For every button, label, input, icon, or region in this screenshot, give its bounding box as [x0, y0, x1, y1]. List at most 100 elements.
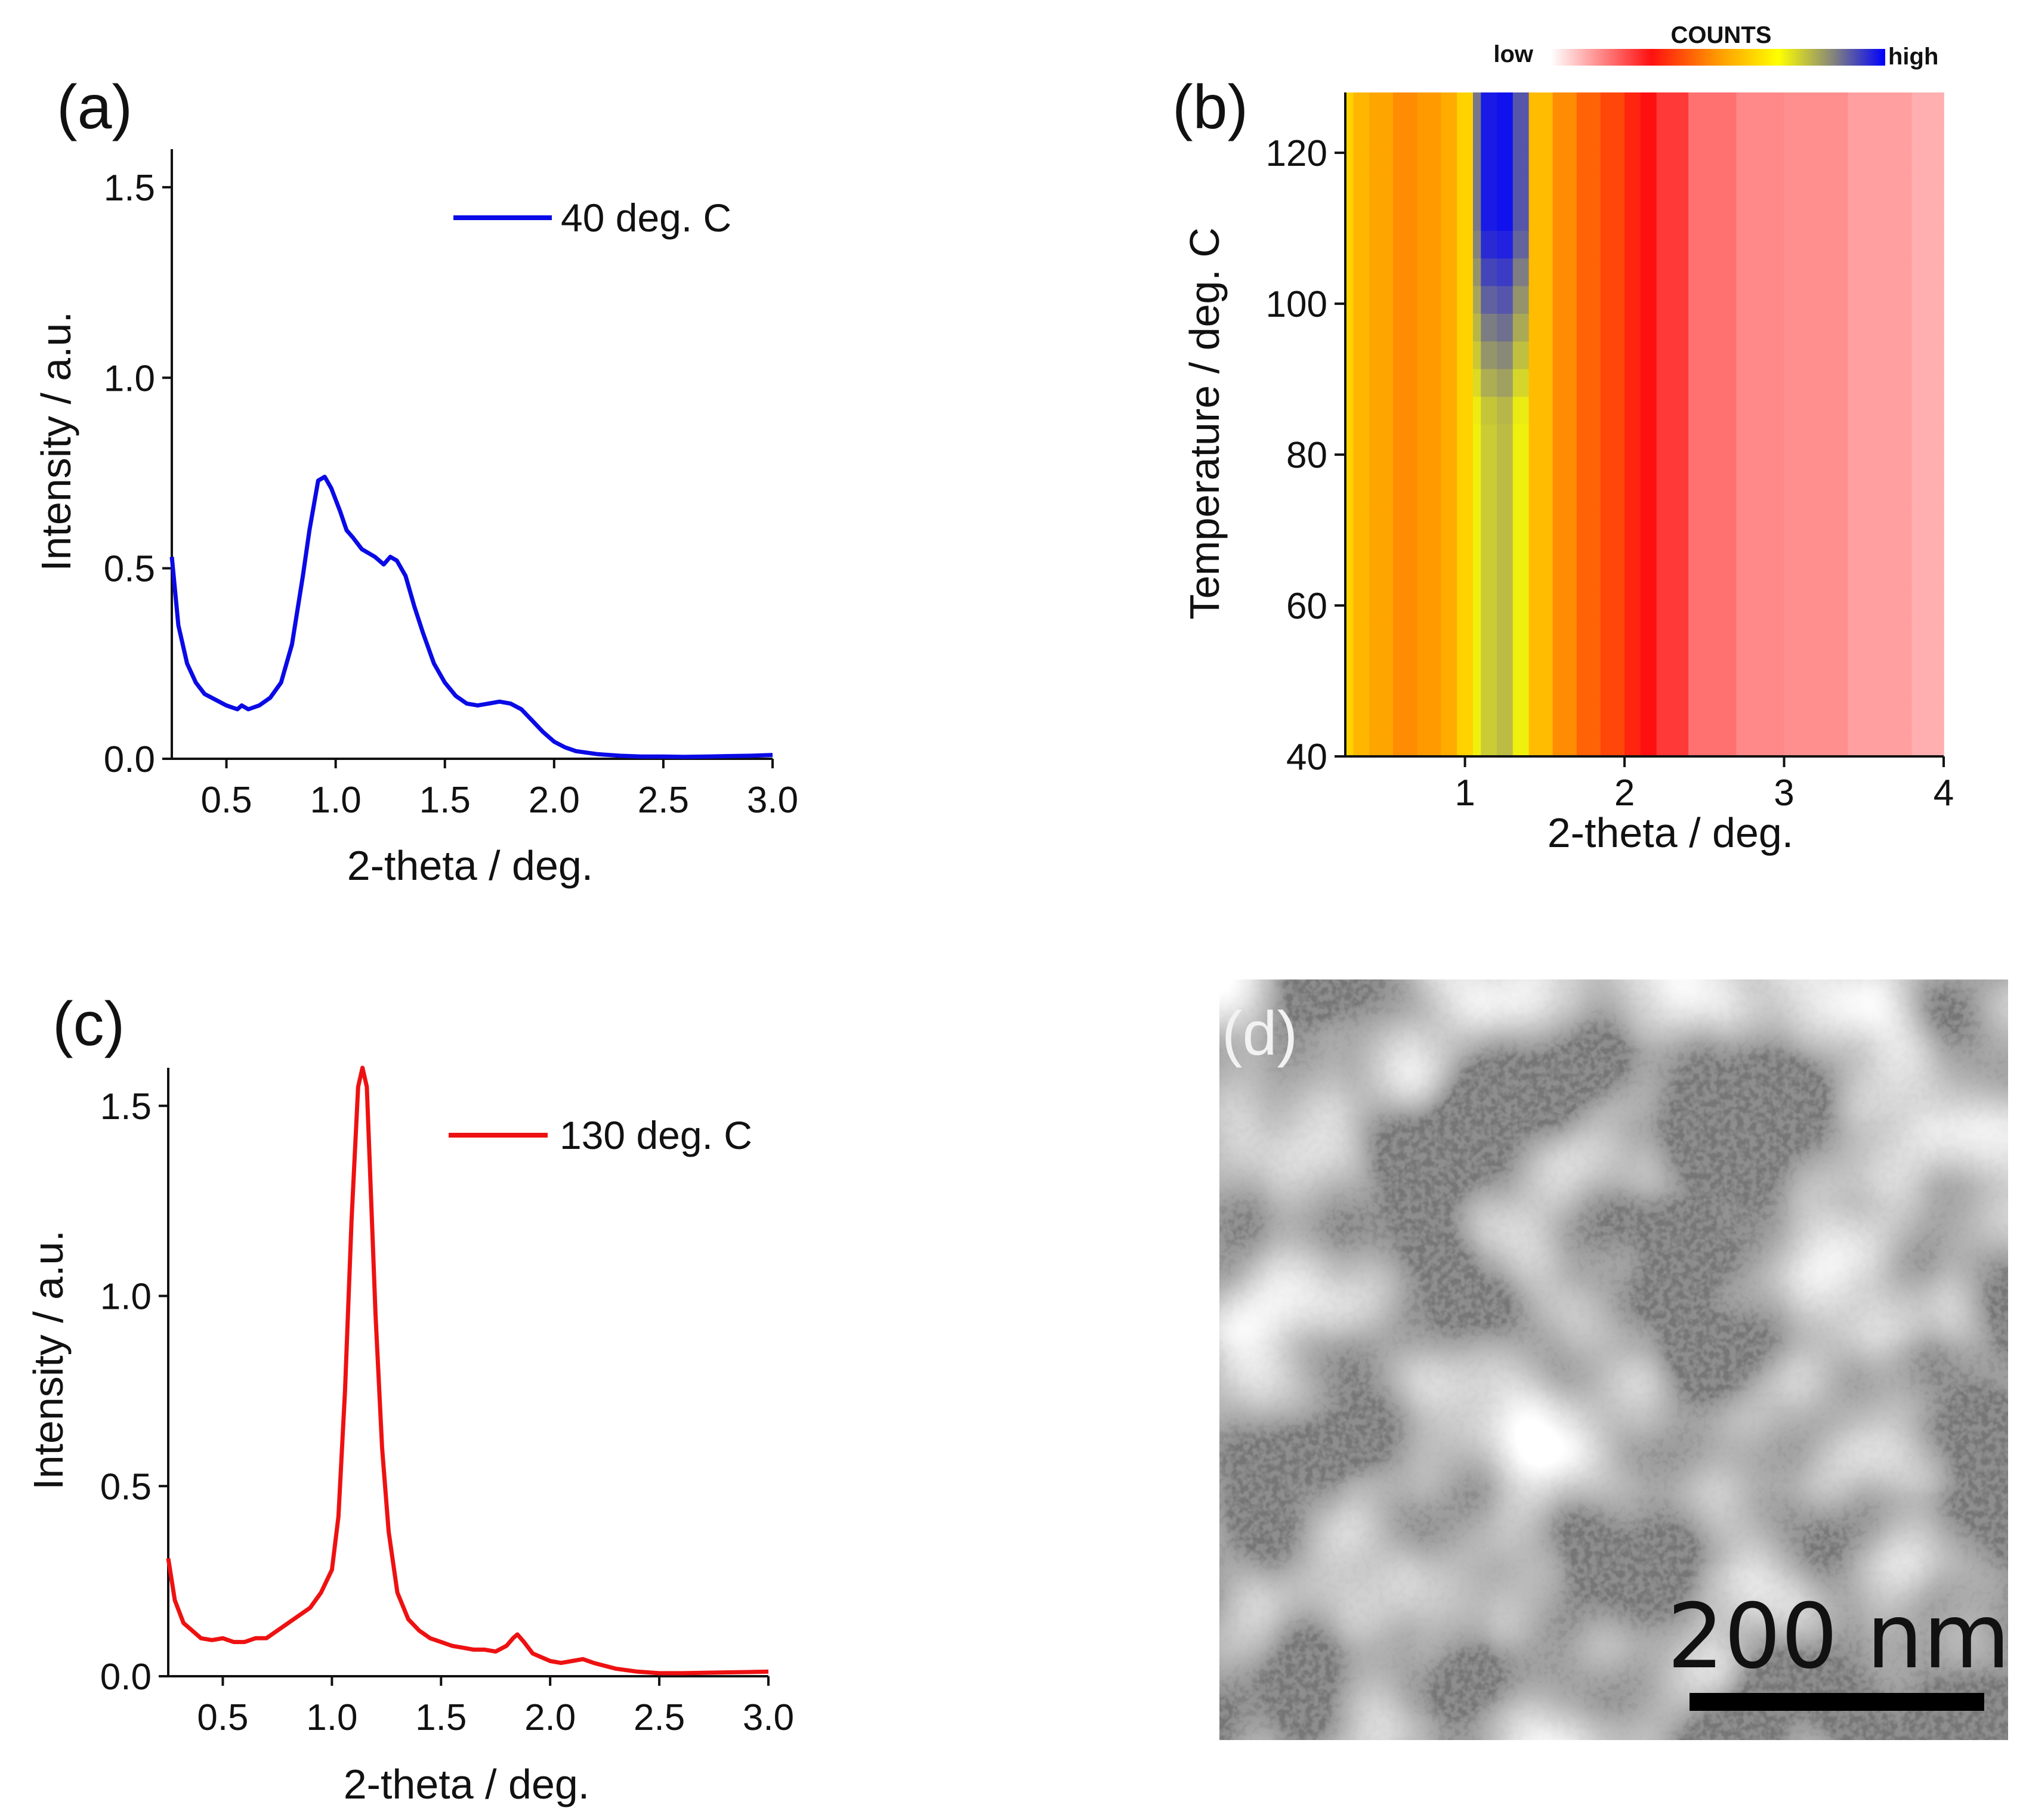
heatmap-cell: [1393, 120, 1418, 149]
heatmap-cell: [1369, 203, 1394, 231]
heatmap-cell: [1417, 563, 1442, 591]
plot-c: 0.5 1.0 1.5 2.0 2.5 3.0 0.0 0.5 1.0 1.5: [100, 1065, 794, 1738]
heatmap-cell: [1345, 618, 1354, 647]
heatmap-cell: [1345, 452, 1354, 481]
heatmap-cell: [1417, 701, 1442, 730]
heatmap-cell: [1640, 673, 1657, 702]
heatmap-cell: [1481, 341, 1497, 370]
heatmap-cell: [1688, 673, 1737, 702]
heatmap-cell: [1688, 535, 1737, 564]
heatmap-cell: [1353, 480, 1370, 508]
legend-a: 40 deg. C: [453, 196, 731, 240]
heatmap-cell: [1688, 701, 1737, 730]
heatmap-cell: [1736, 230, 1785, 259]
heatmap-cell: [1345, 369, 1354, 397]
heatmap-cell: [1552, 369, 1577, 397]
heatmap-cell: [1600, 701, 1625, 730]
legend-c-text: 130 deg. C: [560, 1113, 752, 1157]
heatmap-cell: [1688, 645, 1737, 674]
heatmap-cell: [1576, 618, 1601, 647]
heatmap-cell: [1353, 563, 1370, 591]
heatmap-cell: [1736, 286, 1785, 314]
heatmap-cell: [1576, 341, 1601, 370]
heatmap-cell: [1656, 92, 1689, 121]
heatmap-cell: [1393, 147, 1418, 176]
heatmap-cell: [1441, 175, 1457, 204]
y-tick-label: 1.5: [100, 1086, 152, 1127]
heatmap-cell: [1911, 314, 1944, 342]
heatmap-cell: [1345, 424, 1354, 453]
x-tick-label: 0.5: [200, 780, 252, 821]
heatmap-cell: [1736, 258, 1785, 287]
heatmap-cell: [1624, 120, 1641, 149]
heatmap-cell: [1369, 424, 1394, 453]
heatmap-cell: [1640, 701, 1657, 730]
heatmap-cell: [1688, 728, 1737, 757]
heatmap-cell: [1481, 369, 1497, 397]
heatmap-cell: [1624, 175, 1641, 204]
heatmap-cell: [1512, 618, 1530, 647]
heatmap-cell: [1457, 258, 1474, 287]
heatmap-cell: [1512, 535, 1530, 564]
heatmap-cell: [1457, 369, 1474, 397]
heatmap-cell: [1457, 92, 1474, 121]
heatmap-cell: [1784, 203, 1849, 231]
heatmap-cell: [1576, 397, 1601, 425]
heatmap-cell: [1473, 728, 1482, 757]
heatmap-cell: [1345, 341, 1354, 370]
x-tick-label: 2: [1614, 773, 1635, 814]
heatmap-cell: [1656, 701, 1689, 730]
heatmap-cell: [1441, 645, 1457, 674]
heatmap-cell: [1353, 175, 1370, 204]
heatmap-cell: [1497, 92, 1514, 121]
heatmap-cell: [1417, 258, 1442, 287]
heatmap-cell: [1457, 424, 1474, 453]
y-tick-label: 40: [1286, 737, 1327, 778]
heatmap-cell: [1736, 728, 1785, 757]
heatmap-cell: [1528, 314, 1553, 342]
heatmap-cell: [1656, 673, 1689, 702]
heatmap-cell: [1473, 341, 1482, 370]
heatmap-cell: [1497, 701, 1514, 730]
heatmap-cell: [1784, 728, 1849, 757]
heatmap-cell: [1512, 286, 1530, 314]
heatmap-cell: [1457, 535, 1474, 564]
heatmap-cell: [1417, 175, 1442, 204]
heatmap-cell: [1911, 341, 1944, 370]
heatmap-cell: [1656, 120, 1689, 149]
panel-c: (c) 0.5 1.0 1.5 2.0 2.5 3.0 0.0 0.5 1.0 1.5 130 d…: [25, 990, 794, 1807]
heatmap-cell: [1911, 701, 1944, 730]
x-tick-label: 1: [1454, 773, 1475, 814]
heatmap-cell: [1393, 673, 1418, 702]
heatmap-cell: [1600, 314, 1625, 342]
heatmap-cell: [1481, 507, 1497, 536]
heatmap-cell: [1528, 147, 1553, 176]
heatmap-cell: [1552, 120, 1577, 149]
heatmap-cell: [1393, 618, 1418, 647]
heatmap-cell: [1848, 120, 1913, 149]
heatmap-cell: [1512, 230, 1530, 259]
heatmap-cell: [1473, 535, 1482, 564]
heatmap-cell: [1369, 645, 1394, 674]
heatmap-cell: [1393, 286, 1418, 314]
heatmap-cell: [1497, 507, 1514, 536]
y-tick-label: 60: [1286, 586, 1327, 627]
heatmap-cell: [1369, 230, 1394, 259]
heatmap-cell: [1736, 480, 1785, 508]
heatmap-cell: [1497, 424, 1514, 453]
heatmap-cell: [1640, 286, 1657, 314]
heatmap-cell: [1528, 424, 1553, 453]
heatmap-cell: [1688, 590, 1737, 619]
heatmap-cell: [1417, 230, 1442, 259]
heatmap-cell: [1473, 203, 1482, 231]
x-tick-label: 3: [1774, 773, 1794, 814]
heatmap-cell: [1528, 286, 1553, 314]
x-tick-label: 4: [1934, 773, 1954, 814]
heatmap-cell: [1736, 397, 1785, 425]
heatmap-cell: [1688, 452, 1737, 481]
heatmap-cell: [1600, 424, 1625, 453]
heatmap-cell: [1353, 147, 1370, 176]
heatmap-cell: [1393, 728, 1418, 757]
heatmap-cell: [1512, 258, 1530, 287]
heatmap-cell: [1473, 452, 1482, 481]
